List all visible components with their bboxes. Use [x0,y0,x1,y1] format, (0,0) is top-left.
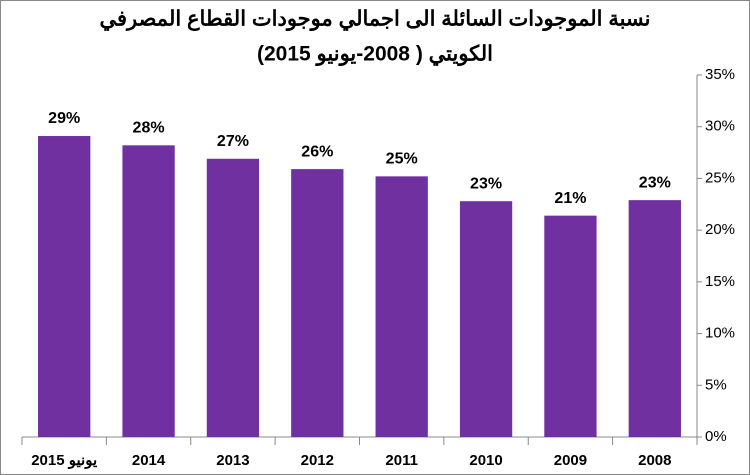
value-label: 21% [554,190,586,207]
x-tick-label: 2013 [216,452,249,469]
y-tick-label: 15% [705,273,735,290]
x-tick-label: 2011 [385,452,418,469]
chart-title: الكويتي ( 2008-يونيو 2015) [257,43,493,67]
value-label: 27% [217,133,249,150]
bar [375,176,428,438]
x-tick-label: يونيو 2015 [31,452,97,469]
y-tick-label: 35% [705,66,735,83]
x-tick-label: 2008 [638,452,671,469]
bar [122,145,175,437]
bar [38,136,91,437]
x-tick-label: 2010 [469,452,502,469]
bar [544,215,597,437]
x-tick-label: 2014 [132,452,166,469]
value-label: 23% [470,175,502,192]
x-tick-label: 2009 [554,452,587,469]
value-label: 23% [639,174,671,191]
y-tick-label: 20% [705,221,735,238]
value-label: 26% [301,143,333,160]
value-label: 28% [133,120,165,137]
bar [628,200,681,437]
chart-title: نسبة الموجودات السائلة الى اجمالي موجودا… [99,8,650,32]
y-tick-label: 30% [705,118,735,135]
y-tick-label: 25% [705,169,735,186]
bar [291,169,344,437]
bar [459,201,513,437]
bar [206,158,260,437]
x-tick-label: 2012 [301,452,334,469]
y-tick-label: 10% [705,325,735,342]
value-label: 29% [48,110,80,127]
y-tick-label: 5% [705,376,727,393]
value-label: 25% [386,151,418,168]
y-tick-label: 0% [705,428,727,445]
